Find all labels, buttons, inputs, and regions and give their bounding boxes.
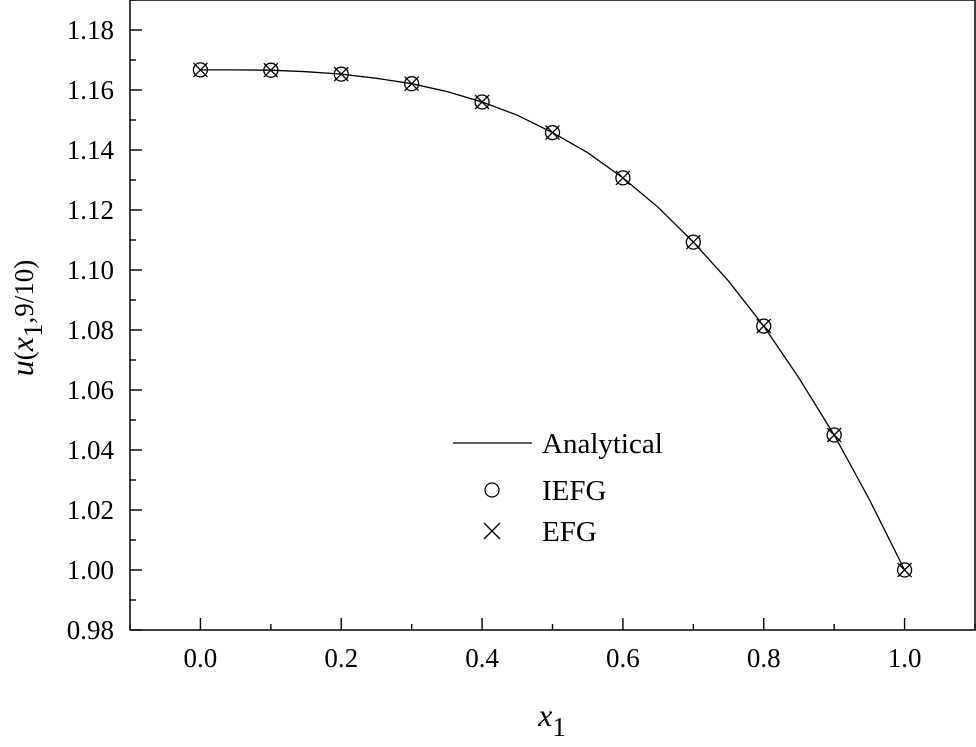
y-tick-label: 1.00 <box>67 555 114 585</box>
iefg-point <box>474 94 490 110</box>
efg-point <box>545 125 560 141</box>
iefg-point <box>756 318 772 334</box>
x-tick-label: 0.0 <box>184 643 218 673</box>
legend-label-efg: EFG <box>542 516 597 548</box>
axis-ticks <box>129 0 976 631</box>
x-tick-label: 0.2 <box>324 643 358 673</box>
iefg-point <box>333 66 349 82</box>
efg-point <box>756 318 772 334</box>
y-tick-label: 1.14 <box>67 135 115 165</box>
iefg-point <box>685 234 701 250</box>
y-tick-label: 1.04 <box>67 435 115 465</box>
x-tick-label: 1.0 <box>888 643 922 673</box>
series-markers <box>192 62 913 578</box>
efg-point <box>685 234 701 250</box>
efg-point <box>474 94 490 110</box>
y-axis-title: u(x1,9/10) <box>4 260 48 376</box>
y-tick-label: 1.06 <box>67 375 114 405</box>
iefg-point <box>544 124 561 141</box>
iefg-point <box>615 170 631 186</box>
efg-point <box>404 76 420 92</box>
y-tick-label: 1.02 <box>67 495 114 525</box>
legend: Analytical IEFG EFG <box>453 428 663 548</box>
iefg-point <box>404 76 420 92</box>
iefg-point <box>826 427 842 443</box>
iefg-point <box>192 62 209 78</box>
efg-point <box>333 66 349 82</box>
efg-point <box>826 427 842 443</box>
y-tick-label: 1.16 <box>67 75 114 105</box>
efg-point <box>897 562 913 578</box>
y-tick-label: 0.98 <box>67 615 114 645</box>
efg-point <box>263 62 279 78</box>
x-tick-label: 0.6 <box>606 643 640 673</box>
legend-cross-swatch <box>483 522 501 540</box>
legend-circle-swatch <box>484 482 500 498</box>
iefg-point <box>896 562 913 578</box>
x-tick-label: 0.4 <box>465 643 499 673</box>
iefg-point <box>263 62 279 78</box>
x-axis-title: x1 <box>537 697 566 742</box>
legend-label-analytical: Analytical <box>542 428 663 460</box>
y-tick-label: 1.08 <box>67 315 114 345</box>
efg-point <box>192 62 208 78</box>
efg-point <box>615 170 631 186</box>
y-tick-label: 1.10 <box>67 255 114 285</box>
y-tick-label: 1.18 <box>67 15 114 45</box>
y-tick-label: 1.12 <box>67 195 114 225</box>
axis-tick-labels: 0.0 0.2 0.4 0.6 0.8 1.0 0.98 1.00 1.02 1.04 1.06 1.… <box>67 15 922 673</box>
legend-label-iefg: IEFG <box>542 475 607 507</box>
x-tick-label: 0.8 <box>747 643 781 673</box>
